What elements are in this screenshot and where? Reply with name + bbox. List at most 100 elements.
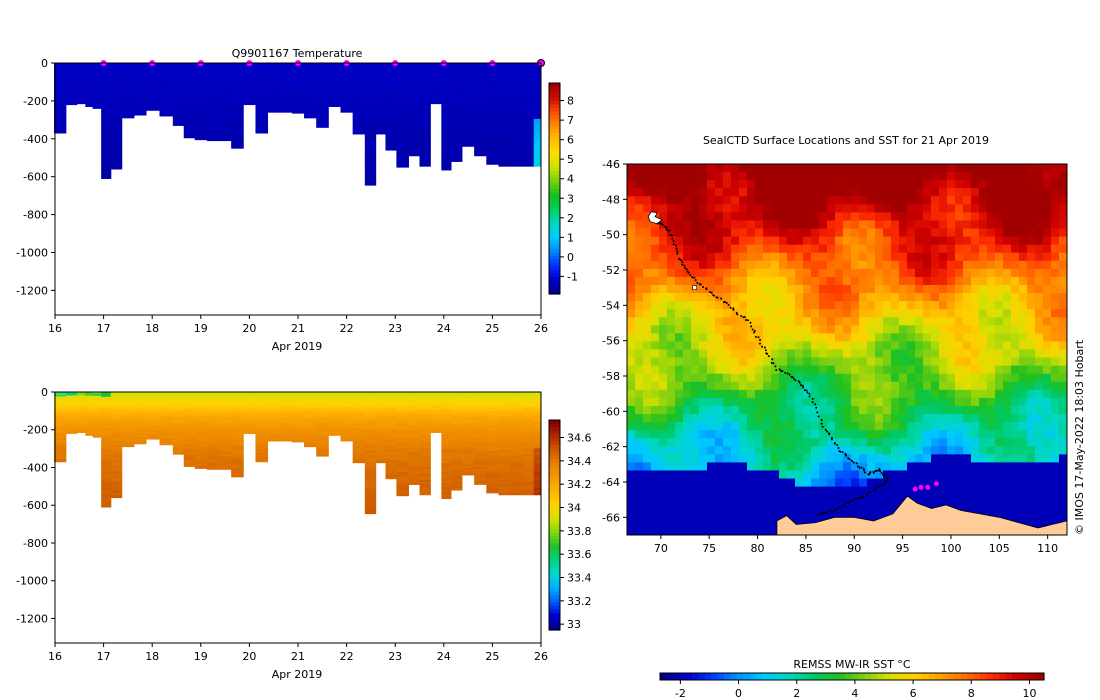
temperature-cell — [279, 83, 293, 85]
salinity-cell — [101, 451, 112, 455]
salinity-cell — [408, 449, 420, 453]
sst-cell — [1059, 172, 1068, 181]
temperature-cell — [533, 78, 542, 81]
temperature-cell — [54, 65, 67, 68]
temperature-cell — [65, 101, 78, 103]
salinity-cell — [510, 492, 524, 496]
temperature-cell — [255, 80, 269, 83]
salinity-cell — [183, 447, 196, 450]
salinity-cell — [231, 443, 244, 446]
temperature-cell — [385, 139, 397, 142]
temperature-cell — [255, 128, 269, 131]
temperature-cell — [462, 82, 475, 85]
temperature-cell — [65, 69, 78, 71]
salinity-x-tick-label: 17 — [97, 650, 111, 663]
salinity-cell — [451, 455, 463, 458]
salinity-profile — [462, 392, 475, 476]
temperature-cell — [328, 94, 341, 97]
temperature-cell — [92, 70, 102, 72]
temperature-cell — [430, 71, 442, 73]
salinity-cell — [419, 428, 431, 431]
temperature-cell — [54, 83, 67, 86]
salinity-cell — [474, 442, 487, 445]
sst-cell — [1059, 164, 1068, 173]
salinity-cell — [441, 480, 452, 484]
salinity-cell — [110, 477, 123, 481]
salinity-cell — [206, 464, 220, 467]
salinity-cell — [316, 450, 329, 453]
salinity-cell — [486, 404, 499, 408]
sst-cell — [1011, 180, 1020, 189]
salinity-cell — [533, 421, 542, 425]
temperature-cell — [385, 75, 397, 78]
temperature-cell — [231, 114, 244, 117]
temperature-cell — [408, 97, 420, 101]
temperature-cell — [54, 92, 67, 95]
salinity-cell — [146, 426, 160, 428]
salinity-cell — [408, 415, 420, 418]
sst-cell — [1059, 228, 1068, 238]
salinity-colorbar-tick-label: 34.4 — [567, 455, 592, 468]
salinity-cell — [54, 442, 67, 445]
temperature-cell — [101, 99, 112, 102]
temperature-cell — [396, 143, 409, 146]
salinity-cell — [486, 398, 499, 401]
sst-cell — [675, 180, 684, 189]
temperature-cell — [85, 98, 94, 100]
temperature-profile — [159, 63, 174, 117]
sst-cell — [699, 204, 708, 213]
salinity-cell — [65, 404, 78, 407]
salinity-cell — [243, 399, 256, 402]
salinity-profile — [146, 392, 160, 440]
sst-cell — [1043, 172, 1052, 181]
sst-map-title: SealCTD Surface Locations and SST for 21… — [703, 134, 989, 147]
temperature-cell — [419, 114, 431, 118]
temperature-cell — [364, 68, 377, 72]
salinity-cell — [533, 462, 542, 466]
salinity-cell — [219, 421, 232, 424]
salinity-cell — [451, 426, 463, 430]
salinity-cell — [419, 392, 431, 395]
temperature-cell — [352, 68, 366, 71]
salinity-cell — [65, 400, 78, 402]
temperature-cell — [304, 105, 317, 107]
temperature-cell — [231, 126, 244, 130]
temperature-cell — [462, 80, 475, 83]
salinity-cell — [194, 420, 208, 423]
temperature-cell — [110, 89, 123, 93]
temperature-cell — [304, 100, 317, 103]
salinity-cell — [231, 461, 244, 464]
temperature-cell — [110, 109, 123, 113]
temperature-cell — [441, 152, 452, 155]
sst-cell — [883, 164, 892, 173]
sst-cell — [947, 196, 956, 205]
salinity-cell — [498, 404, 512, 408]
salinity-cell — [441, 398, 452, 402]
temperature-cell — [172, 69, 185, 72]
salinity-cell — [396, 463, 409, 466]
temperature-cell — [206, 135, 220, 138]
temperature-cell — [533, 157, 542, 161]
salinity-cell — [54, 422, 67, 425]
temperature-cell — [474, 150, 487, 153]
temperature-cell — [267, 67, 281, 69]
temperature-cell — [159, 95, 174, 97]
temperature-cell — [183, 103, 196, 106]
salinity-y-tick-label: -1000 — [16, 575, 48, 588]
salinity-cell — [183, 452, 196, 455]
salinity-cell — [498, 394, 512, 397]
temperature-cell — [396, 130, 409, 133]
temperature-colorbar-segment — [549, 283, 560, 288]
temperature-cell — [375, 70, 386, 73]
sst-cell — [851, 220, 860, 230]
temperature-cell — [375, 113, 386, 116]
temperature-cell — [408, 134, 420, 137]
salinity-cell — [408, 418, 420, 422]
temperature-cell — [462, 63, 475, 66]
salinity-cell — [375, 437, 386, 440]
temperature-cell — [65, 99, 78, 101]
temperature-cell — [101, 115, 112, 119]
temperature-cell — [408, 148, 420, 151]
salinity-cell — [121, 420, 135, 423]
salinity-cell — [396, 467, 409, 471]
